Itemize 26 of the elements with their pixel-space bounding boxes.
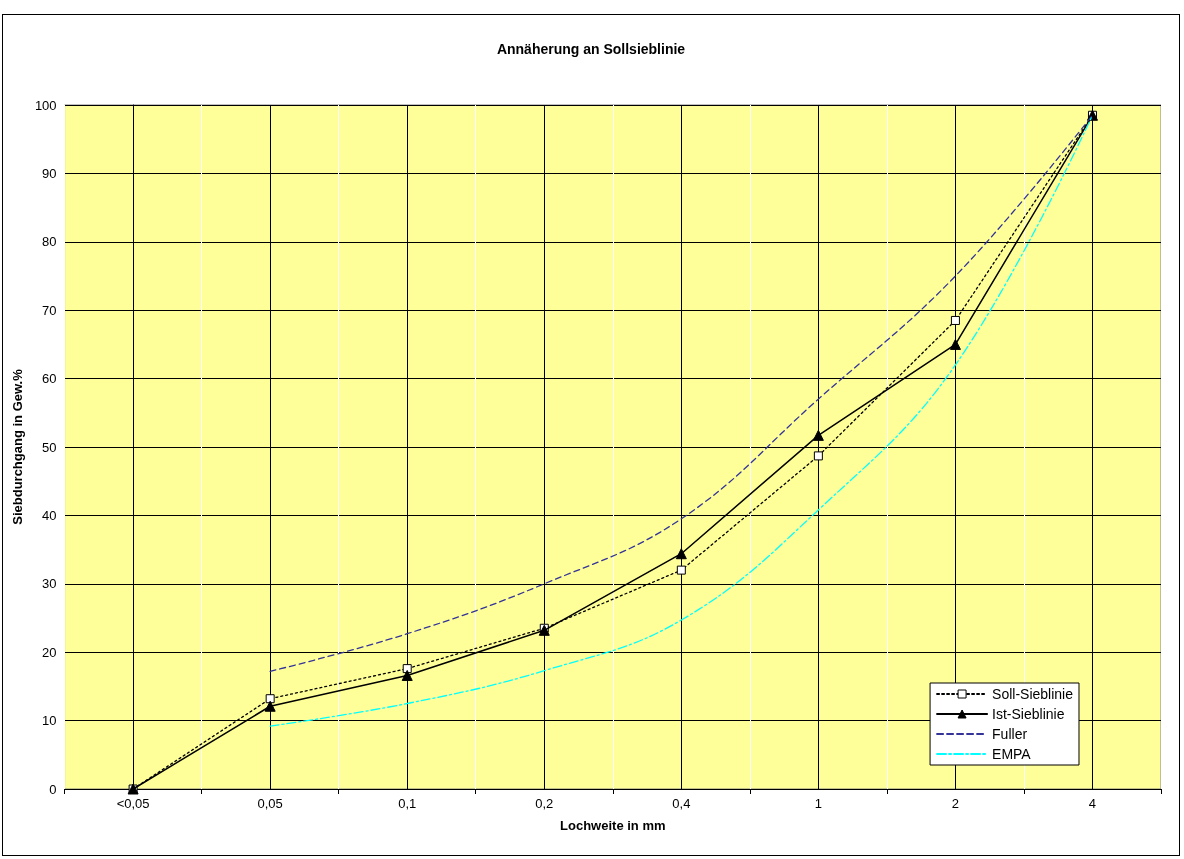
y-tick-label: 60 — [42, 371, 57, 387]
y-axis-title: Siebdurchgang in Gew.% — [10, 368, 25, 525]
chart-title: Annäherung an Sollsieblinie — [496, 41, 686, 57]
legend-label: Soll-Sieblinie — [992, 686, 1074, 702]
y-tick-label: 90 — [42, 165, 57, 181]
x-tick-label: 0,1 — [398, 796, 417, 811]
legend-label: Ist-Sieblinie — [992, 706, 1065, 722]
y-tick-label: 70 — [42, 302, 57, 318]
x-tick-label: 0,05 — [257, 796, 283, 811]
y-tick-label: 20 — [42, 644, 57, 660]
y-tick-label: 80 — [42, 234, 57, 250]
x-tick-label: 1 — [814, 796, 822, 811]
x-tick-label: 4 — [1088, 796, 1097, 811]
y-tick-label: 10 — [42, 713, 57, 729]
x-tick-label: 0,2 — [535, 796, 554, 811]
y-tick-label: 100 — [34, 97, 57, 113]
x-tick-label: 2 — [951, 796, 960, 811]
y-tick-label: 50 — [42, 439, 57, 455]
y-tick-label: 30 — [42, 576, 57, 592]
y-tick-label: 0 — [49, 781, 57, 797]
x-axis-title: Lochweite in mm — [560, 818, 666, 833]
legend-label: Fuller — [992, 726, 1028, 742]
x-tick-label: 0,4 — [672, 796, 691, 811]
legend-label: EMPA — [992, 746, 1032, 762]
x-tick-label: <0,05 — [116, 796, 150, 811]
y-tick-label: 40 — [42, 507, 57, 523]
